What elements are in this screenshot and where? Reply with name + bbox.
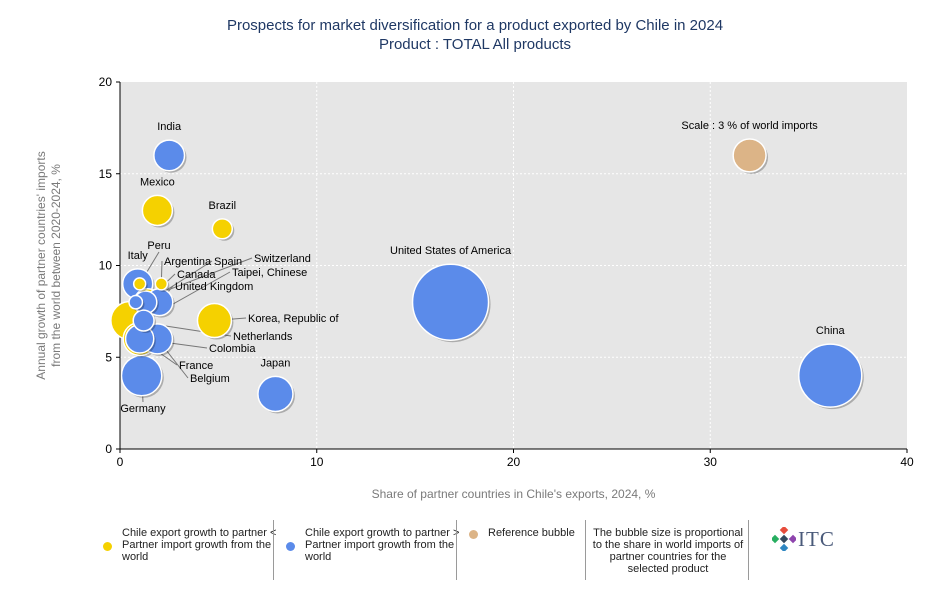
chart-subtitle: Product : TOTAL All products	[378, 36, 572, 53]
label-china: China	[816, 325, 846, 337]
legend-divider	[748, 520, 749, 580]
bubble-argentina	[154, 277, 169, 291]
label-united-states-of-america: United States of America	[390, 245, 512, 257]
bubble-taipei-chinese	[132, 309, 155, 332]
bubble-india	[153, 139, 186, 172]
gridlines	[120, 82, 907, 449]
y-tick-label: 20	[99, 75, 113, 89]
label-india: India	[157, 121, 182, 133]
label-argentina: Argentina	[164, 256, 212, 268]
x-tick-label: 30	[704, 455, 718, 469]
tick-labels: 0 10 20 30 40 0 5 10 15 20	[99, 75, 914, 469]
label-netherlands: Netherlands	[233, 331, 293, 343]
label-belgium: Belgium	[190, 373, 230, 385]
bubble-mexico	[141, 194, 174, 227]
reference-bubble	[732, 138, 767, 173]
bubble-united-states-of-america	[411, 263, 490, 341]
x-tick-label: 40	[900, 455, 914, 469]
label-spain: Spain	[214, 256, 242, 268]
legend-divider	[456, 520, 457, 580]
bubble-brazil	[211, 218, 234, 240]
label-italy: Italy	[128, 250, 149, 262]
bubble-china	[798, 343, 863, 408]
itc-logo-icon	[772, 527, 796, 551]
legend-blue-dot	[286, 542, 295, 551]
x-tick-label: 10	[310, 455, 324, 469]
bubble-korea-republic-of	[196, 302, 233, 339]
label-taipei-chinese: Taipei, Chinese	[232, 267, 307, 279]
y-tick-label: 0	[105, 442, 112, 456]
legend-yellow-dot	[103, 542, 112, 551]
legend-reference-dot	[469, 530, 478, 539]
label-united-kingdom: United Kingdom	[175, 281, 253, 293]
label-colombia: Colombia	[209, 343, 256, 355]
label-peru: Peru	[147, 240, 170, 252]
bubble-labels: India Mexico Brazil United States of Americ…	[120, 120, 845, 415]
bubbles	[110, 138, 864, 414]
label-korea-republic-of: Korea, Republic of	[248, 313, 339, 325]
legend-size-note-text: The bubble size is proportional to the s…	[592, 527, 744, 575]
x-axis-label: Share of partner countries in Chile's ex…	[372, 487, 656, 501]
bubble-peru	[132, 277, 147, 291]
label-japan: Japan	[260, 357, 290, 369]
legend-yellow-text: Chile export growth to partner < Partner…	[122, 527, 277, 563]
y-tick-label: 10	[99, 259, 113, 273]
label-brazil: Brazil	[209, 200, 237, 212]
label-france: France	[179, 360, 213, 372]
bubble-japan	[257, 375, 294, 413]
x-tick-label: 0	[117, 455, 124, 469]
x-tick-label: 20	[507, 455, 521, 469]
bubble-germany	[120, 354, 163, 397]
legend-divider	[273, 520, 274, 580]
label-canada: Canada	[177, 269, 216, 281]
label-switzerland: Switzerland	[254, 253, 311, 265]
y-tick-label: 5	[105, 350, 112, 364]
label-germany: Germany	[120, 403, 166, 415]
bubble-switzerland	[128, 294, 144, 310]
reference-bubble-label: Scale : 3 % of world imports	[681, 120, 818, 132]
label-mexico: Mexico	[140, 176, 175, 188]
legend-reference-text: Reference bubble	[488, 527, 575, 539]
chart-title: Prospects for market diversification for…	[0, 16, 950, 54]
y-tick-label: 15	[99, 167, 113, 181]
itc-logo-text: ITC	[798, 527, 835, 551]
legend-blue-text: Chile export growth to partner > Partner…	[305, 527, 460, 563]
chart-title-line-1: Prospects for market diversification for…	[226, 17, 724, 34]
y-axis-label: Annual growth of partner countries' impo…	[34, 151, 63, 379]
legend-divider	[585, 520, 586, 580]
